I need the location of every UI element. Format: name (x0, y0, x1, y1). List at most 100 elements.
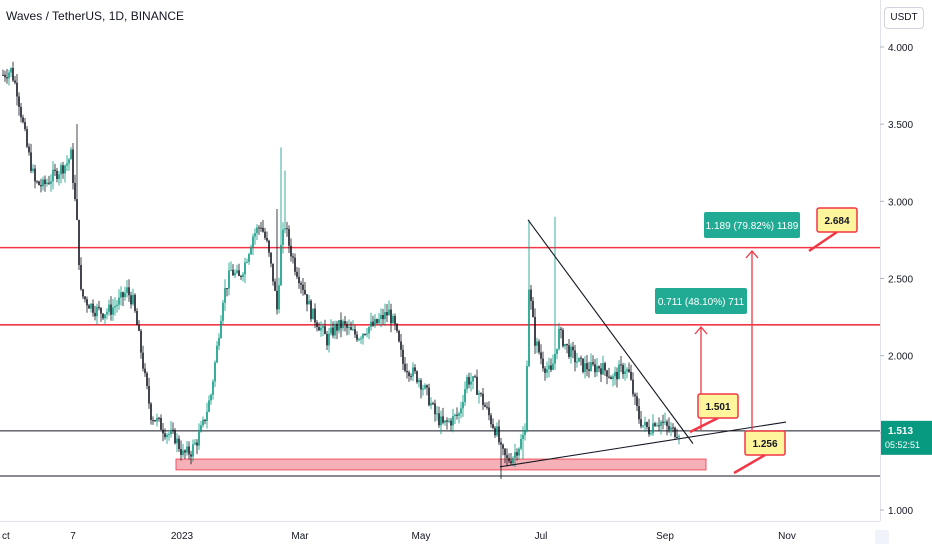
ascending-trendline (499, 421, 787, 468)
candle-body (472, 376, 474, 382)
candle-body (338, 320, 340, 331)
chart-title: Waves / TetherUS, 1D, BINANCE (6, 9, 185, 23)
candle-body (524, 431, 526, 435)
candle-body (208, 400, 210, 412)
candle-body (542, 358, 544, 369)
candle-body (236, 270, 238, 273)
candle-body (140, 330, 142, 353)
candle-body (598, 366, 600, 369)
candle-body (218, 337, 220, 346)
candle-body (396, 323, 398, 331)
candle-body (110, 304, 112, 315)
x-tick-label: Nov (778, 531, 796, 542)
candle-body (56, 170, 58, 180)
candle-body (332, 327, 334, 336)
candle-body (134, 294, 136, 312)
candle-body (664, 421, 666, 423)
candle-body (576, 361, 578, 363)
candle-body (258, 227, 260, 229)
candle-body (462, 402, 464, 409)
candle-body (634, 394, 636, 397)
candle-body (476, 376, 478, 395)
candle-body (398, 330, 400, 342)
candle-body (18, 96, 20, 107)
candle-body (238, 270, 240, 276)
callout-1256-box (744, 430, 786, 456)
candle-body (122, 292, 124, 298)
candle-body (254, 233, 256, 237)
candle-body (500, 442, 502, 445)
candle-body (426, 385, 428, 388)
candle-body (192, 444, 194, 457)
candle-body (478, 393, 480, 395)
candle-body (136, 311, 138, 325)
candle-body (48, 182, 50, 184)
candle-body (354, 329, 356, 335)
candle-body (496, 426, 498, 436)
price-label-value: 1.513 (888, 426, 913, 437)
candle-body (118, 297, 120, 305)
candle-body (328, 333, 330, 346)
measure-2-box (704, 212, 800, 238)
candle-body (198, 431, 200, 446)
candle-body (384, 312, 386, 320)
candle-body (92, 303, 94, 313)
candle-body (590, 362, 592, 371)
candle-body (358, 339, 360, 341)
candle-body (28, 146, 30, 153)
price-axis-panel (880, 0, 932, 550)
candle-body (536, 341, 538, 346)
candle-body (374, 319, 376, 326)
candle-body (552, 363, 554, 370)
candle-body (610, 377, 612, 380)
candle-body (222, 302, 224, 321)
candle-body (532, 300, 534, 317)
candle-body (498, 426, 500, 443)
candle-body (250, 247, 252, 255)
candle-body (506, 455, 508, 459)
candle-body (676, 437, 678, 439)
candle-body (418, 380, 420, 383)
candle-body (324, 326, 326, 335)
candle-body (406, 370, 408, 373)
candle-body (392, 316, 394, 324)
candle-body (526, 366, 528, 432)
candle-body (608, 376, 610, 378)
candle-body (572, 346, 574, 351)
candle-body (76, 199, 78, 220)
candle-body (602, 363, 604, 375)
candle-body (40, 185, 42, 187)
candle-body (376, 319, 378, 324)
candle-body (422, 388, 424, 390)
candle-body (182, 450, 184, 455)
candle-body (292, 256, 294, 258)
candle-body (322, 326, 324, 328)
candle-body (296, 271, 298, 277)
candle-body (628, 369, 630, 372)
candle-body (36, 181, 38, 183)
candle-body (214, 362, 216, 382)
callout-2684-text: 2.684 (824, 216, 849, 227)
currency-button[interactable]: USDT (884, 7, 924, 29)
candle-body (440, 416, 442, 426)
candle-body (54, 169, 56, 171)
candle-body (150, 403, 152, 421)
candle-body (562, 329, 564, 347)
candle-body (560, 328, 562, 330)
candle-body (466, 377, 468, 390)
candle-body (424, 385, 426, 389)
callout-2684-box (816, 207, 858, 233)
candle-body (566, 343, 568, 346)
candle-body (156, 417, 158, 422)
candle-body (630, 371, 632, 380)
candle-body (314, 308, 316, 323)
candle-body (252, 236, 254, 248)
candle-body (204, 419, 206, 421)
callout-2684-pointer (808, 230, 838, 253)
candle-body (60, 165, 62, 175)
candle-body (564, 343, 566, 347)
candle-body (138, 324, 140, 331)
candle-body (126, 287, 128, 293)
candle-body (194, 442, 196, 445)
candle-body (600, 368, 602, 375)
